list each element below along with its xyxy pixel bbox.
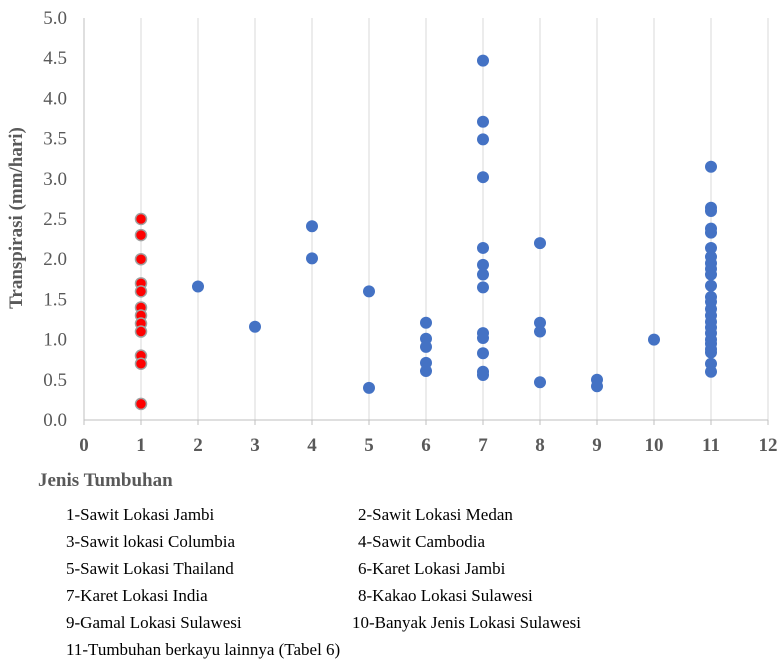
x-tick-label: 10 [645,435,664,456]
data-points [134,54,717,411]
x-tick-label: 1 [136,435,146,456]
x-tick-label: 5 [364,435,374,456]
legend-item: 10-Banyak Jenis Lokasi Sulawesi [352,613,581,632]
x-tick-label: 7 [478,435,488,456]
data-point [705,160,717,173]
data-point [363,381,375,394]
data-point [477,368,489,381]
x-axis-title: Jenis Tumbuhan [38,470,173,491]
data-point [420,340,432,353]
y-axis-title: Transpirasi (mm/hari) [6,127,27,309]
legend-row: 5-Sawit Lokasi Thailand 6-Karet Lokasi J… [66,559,766,586]
x-tick-label: 8 [535,435,545,456]
y-tick-label: 1.5 [43,289,67,310]
data-point [134,252,148,266]
y-tick-label: 2.5 [43,209,67,230]
legend: 1-Sawit Lokasi Jambi 2-Sawit Lokasi Meda… [66,505,766,667]
data-point [705,365,717,378]
x-tick-label: 9 [592,435,602,456]
y-tick-label: 4.5 [43,48,67,69]
y-tick-label: 3.5 [43,129,67,150]
data-point [705,241,717,254]
data-point [591,380,603,393]
data-point [249,320,261,333]
y-tick-label: 5.0 [43,8,67,29]
gridlines [140,18,769,420]
data-point [477,115,489,128]
data-point [420,364,432,377]
legend-row: 3-Sawit lokasi Columbia 4-Sawit Cambodia [66,532,766,559]
y-tick-label: 3.0 [43,169,67,190]
x-tick-label: 2 [193,435,203,456]
legend-item: 9-Gamal Lokasi Sulawesi [66,613,242,632]
legend-item: 6-Karet Lokasi Jambi [358,559,506,578]
x-tick-label: 4 [307,435,317,456]
x-tick-label: 6 [421,435,431,456]
legend-item: 7-Karet Lokasi India [66,586,208,605]
axes [83,18,769,425]
data-point [705,268,717,281]
x-tick-label: 0 [79,435,89,456]
legend-row: 7-Karet Lokasi India 8-Kakao Lokasi Sula… [66,586,766,613]
legend-item: 3-Sawit lokasi Columbia [66,532,236,551]
data-point [134,212,148,226]
y-tick-label: 0.0 [43,410,67,431]
legend-item: 4-Sawit Cambodia [358,532,486,551]
y-tick-label: 2.0 [43,249,67,270]
data-point [134,397,148,411]
x-tick-label: 3 [250,435,260,456]
data-point [306,252,318,265]
legend-row: 1-Sawit Lokasi Jambi 2-Sawit Lokasi Meda… [66,505,766,532]
data-point [477,268,489,281]
data-point [134,325,148,338]
legend-item: 11-Tumbuhan berkayu lainnya (Tabel 6) [66,640,341,659]
data-point [134,357,148,370]
data-point [477,331,489,344]
legend-row: 9-Gamal Lokasi Sulawesi 10-Banyak Jenis … [66,613,766,640]
data-point [705,279,717,292]
data-point [420,316,432,329]
data-point [534,316,546,329]
x-tick-label: 11 [702,435,720,456]
data-point [705,204,717,217]
x-tick-labels: 0 1 2 3 4 5 6 7 8 9 10 11 12 [79,435,777,456]
data-point [477,171,489,184]
y-tick-label: 0.5 [43,370,67,391]
data-point [477,258,489,271]
y-tick-labels: 0.0 0.5 1.0 1.5 2.0 2.5 3.0 3.5 4.0 4.5 5.0 [43,8,67,431]
legend-item: 1-Sawit Lokasi Jambi [66,505,215,524]
data-point [534,237,546,250]
legend-row: 11-Tumbuhan berkayu lainnya (Tabel 6) [66,640,766,667]
data-point [306,220,318,233]
y-tick-label: 1.0 [43,330,67,351]
data-point [134,285,148,298]
legend-item: 2-Sawit Lokasi Medan [358,505,513,524]
data-point [192,280,204,293]
x-tick-label: 12 [759,435,778,456]
data-point [534,376,546,389]
legend-item: 8-Kakao Lokasi Sulawesi [358,586,533,605]
data-point [477,241,489,254]
data-point [534,325,546,338]
data-point [477,347,489,360]
data-point [705,346,717,359]
data-point [477,133,489,146]
data-point [477,281,489,294]
data-point [705,226,717,239]
data-point [134,228,148,242]
y-tick-label: 4.0 [43,88,67,109]
data-point [477,54,489,67]
data-point [648,333,660,346]
legend-item: 5-Sawit Lokasi Thailand [66,559,234,578]
data-point [363,285,375,298]
